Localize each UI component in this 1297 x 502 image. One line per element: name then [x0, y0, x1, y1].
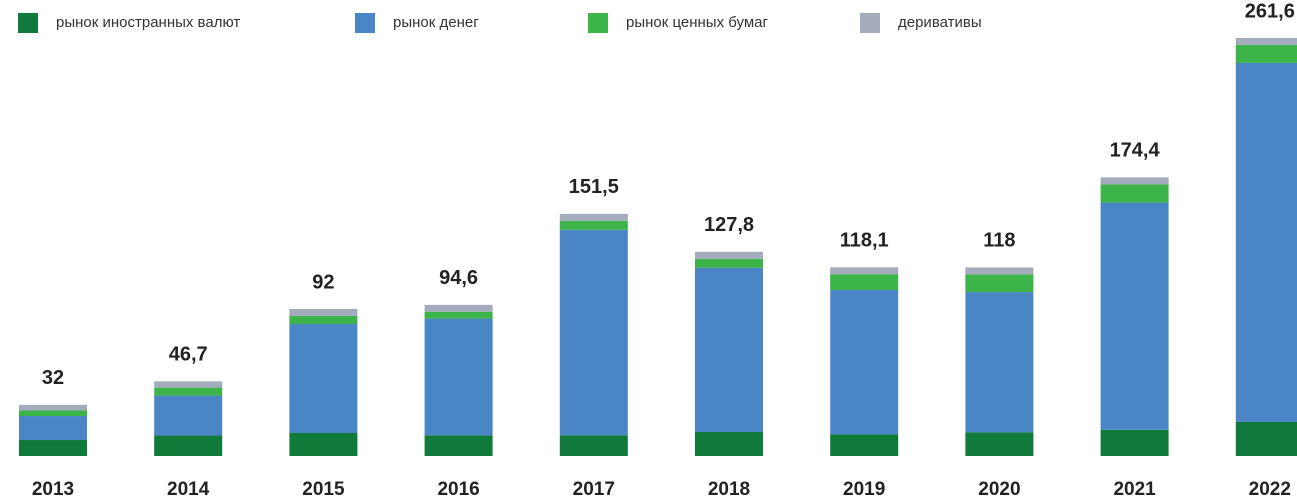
bar-segment [154, 381, 223, 388]
legend-swatch [860, 13, 880, 33]
bar-segment [965, 274, 1034, 293]
bar-segment [19, 404, 87, 411]
bar-segment [559, 435, 628, 456]
bar-segment [965, 432, 1034, 456]
legend-label: рынок иностранных валют [56, 14, 240, 31]
total-label: 118,1 [840, 230, 889, 252]
legend-label: рынок денег [393, 14, 479, 31]
bar-segment [424, 435, 493, 456]
total-label: 261,6 [1245, 0, 1295, 22]
x-tick-label: 2022 [1249, 479, 1291, 500]
bar-segment [1100, 184, 1169, 203]
bar-segment [1100, 177, 1169, 185]
bar-segment [559, 213, 628, 221]
x-tick-label: 2017 [573, 479, 615, 500]
legend-swatch [18, 13, 38, 33]
legend-swatch [355, 13, 375, 33]
bar-segment [154, 395, 223, 436]
bar-segment [1235, 62, 1297, 422]
bar-segment [424, 311, 493, 319]
legend-label: деривативы [898, 14, 982, 31]
bar-segment [424, 304, 493, 312]
bar-segment [695, 432, 763, 456]
bar-segment [1235, 38, 1297, 45]
bar-segment [695, 267, 763, 433]
bar-segment [695, 258, 763, 268]
x-tick-label: 2020 [978, 479, 1020, 500]
bar-segment [830, 289, 899, 435]
bar-segment [1235, 44, 1297, 63]
total-label: 32 [42, 367, 64, 389]
bar-segment [695, 251, 763, 259]
total-label: 151,5 [569, 176, 619, 198]
legend-swatch [588, 13, 608, 33]
x-tick-label: 2015 [302, 479, 345, 500]
total-label: 94,6 [439, 267, 478, 289]
bar-segment [424, 318, 493, 436]
bar-segment [289, 316, 358, 325]
x-tick-label: 2021 [1113, 479, 1156, 500]
x-tick-label: 2018 [708, 479, 750, 500]
bar-segment [1235, 421, 1297, 456]
bar-segment [1100, 202, 1169, 430]
total-label: 92 [312, 271, 334, 293]
bar-segment [289, 432, 358, 456]
total-label: 127,8 [704, 214, 754, 236]
bar-segment [19, 416, 87, 441]
bar-segment [559, 229, 628, 436]
bar-segment [965, 267, 1034, 275]
bar-segment [289, 308, 358, 317]
bar-segment [1100, 429, 1169, 456]
x-tick-label: 2014 [167, 479, 210, 500]
x-tick-label: 2019 [843, 479, 885, 500]
bar-segment [830, 267, 899, 275]
x-tick-label: 2013 [32, 479, 74, 500]
bar-segment [830, 274, 899, 290]
bar-segment [19, 410, 87, 417]
bar-segment [965, 292, 1034, 433]
bar-segment [154, 435, 223, 456]
total-label: 118 [983, 230, 1015, 252]
bar-segment [19, 440, 87, 456]
bar-segment [559, 220, 628, 230]
total-label: 46,7 [169, 344, 208, 366]
bar-segment [830, 434, 899, 456]
total-label: 174,4 [1110, 140, 1161, 162]
bar-segment [289, 324, 358, 433]
legend-label: рынок ценных бумаг [626, 14, 769, 31]
bar-segment [154, 387, 223, 396]
x-tick-label: 2016 [437, 479, 479, 500]
